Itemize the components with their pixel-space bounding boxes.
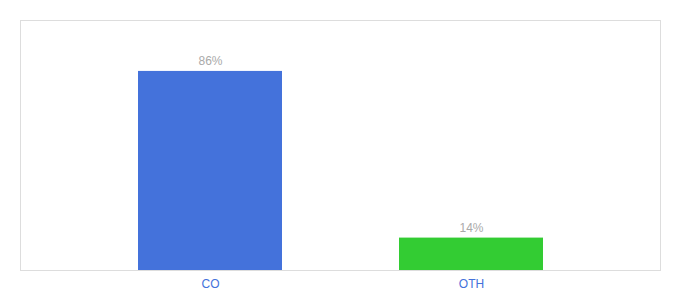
- svg-text:CO: CO: [202, 277, 220, 291]
- svg-text:OTH: OTH: [459, 277, 484, 291]
- svg-text:14%: 14%: [459, 221, 483, 235]
- svg-text:86%: 86%: [198, 54, 222, 68]
